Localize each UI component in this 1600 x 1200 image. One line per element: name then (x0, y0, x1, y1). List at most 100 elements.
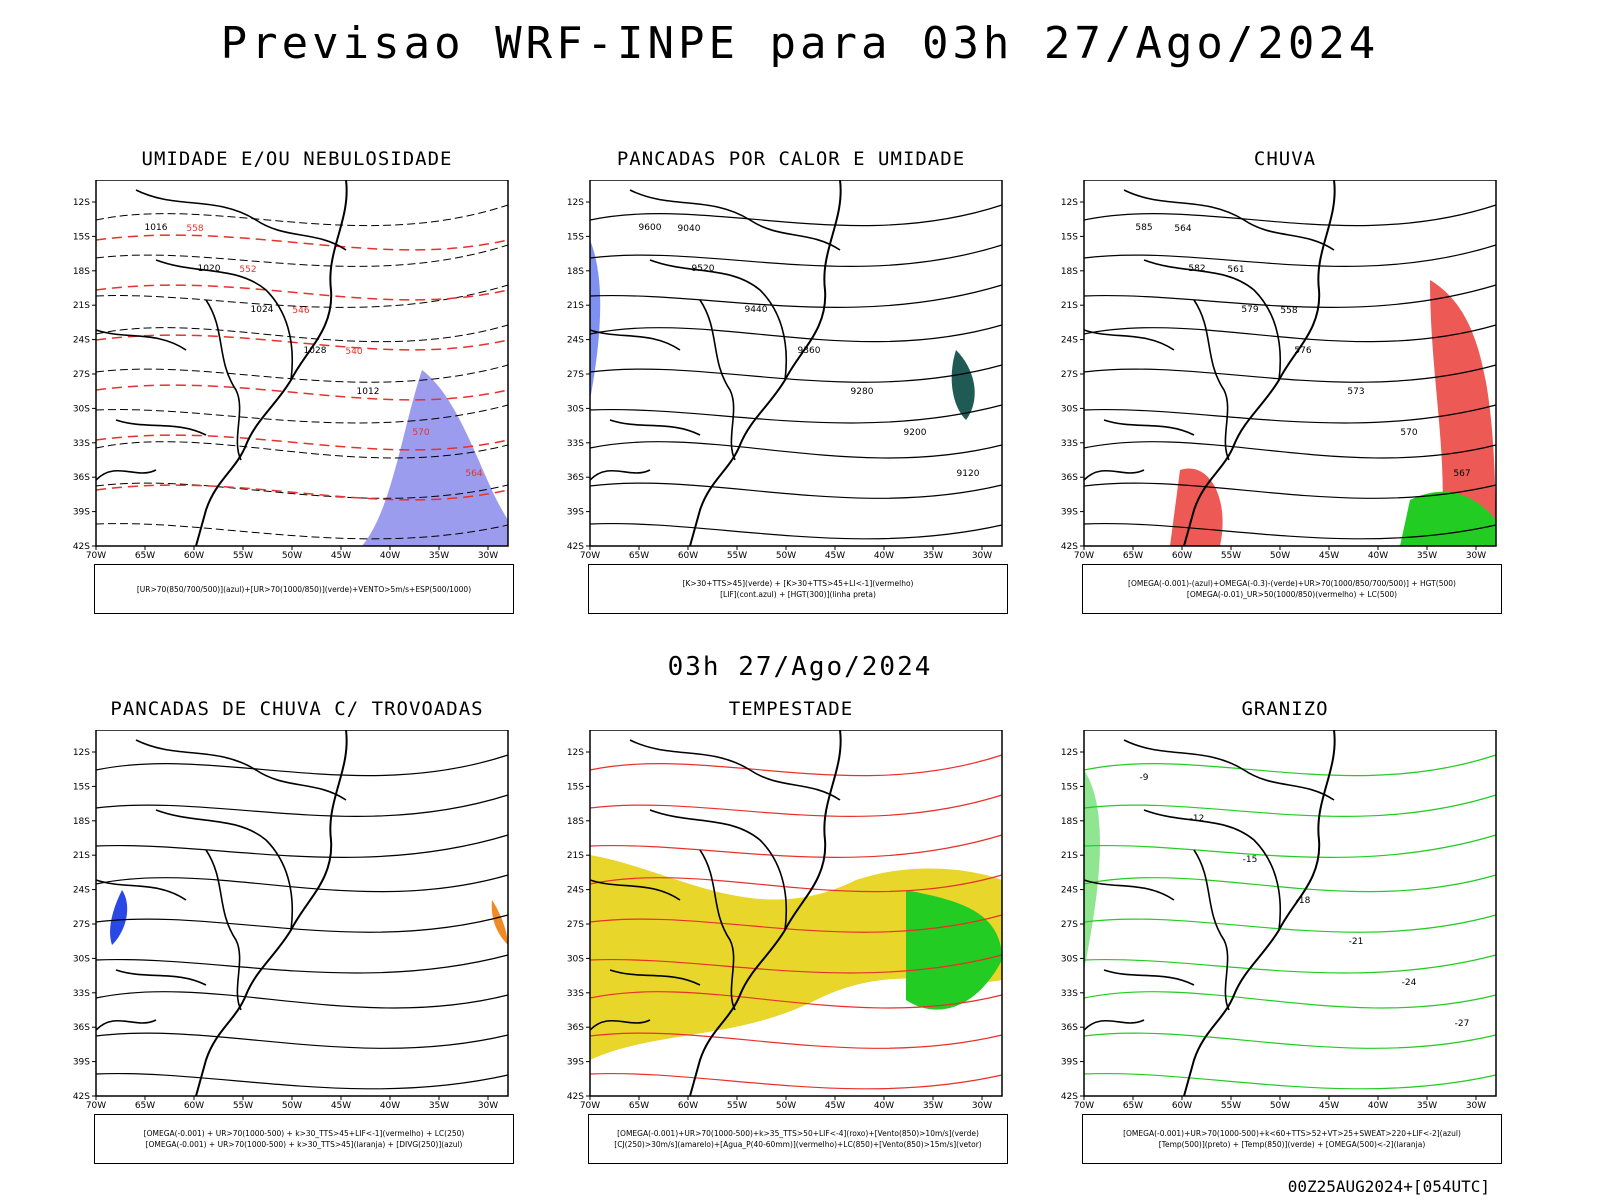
lat-tick-label: 27S (73, 920, 90, 930)
isoline (95, 954, 509, 974)
state-border (1123, 739, 1335, 801)
state-border (609, 419, 701, 436)
lon-tick-label: 70W (86, 551, 106, 560)
lat-tick-label: 30S (1061, 404, 1078, 414)
lon-tick-label: 45W (1319, 551, 1339, 560)
contour-label: 1012 (357, 387, 380, 397)
isoline (95, 1072, 509, 1090)
lon-tick-label: 70W (86, 1101, 106, 1110)
panel-legend: [OMEGA(-0.001)-(azul)+OMEGA(-0.3)-(verde… (1082, 564, 1502, 614)
panel-legend: [OMEGA(-0.001)+UR>70(1000-500)+k>35_TTS>… (588, 1114, 1008, 1164)
lon-tick-label: 65W (135, 551, 155, 560)
temp850-shading (1084, 770, 1100, 970)
state-border (1083, 1019, 1145, 1031)
lon-tick-label: 30W (478, 1101, 498, 1110)
state-border (629, 739, 841, 801)
isoline (1083, 754, 1497, 777)
instability-shading (491, 900, 508, 945)
lat-tick-label: 24S (1061, 336, 1078, 346)
contour-label: -12 (1190, 814, 1205, 824)
lon-tick-label: 45W (331, 551, 351, 560)
lon-tick-label: 40W (1368, 551, 1388, 560)
contour-label: 9600 (639, 223, 662, 233)
state-border (649, 259, 788, 381)
panel-title: TEMPESTADE (728, 698, 854, 720)
isoline (95, 794, 509, 817)
isoline (1083, 364, 1497, 383)
rain-green-shading (1400, 491, 1496, 546)
state-border (699, 299, 736, 461)
lat-tick-label: 24S (73, 886, 90, 896)
lon-tick-label: 65W (629, 1101, 649, 1110)
isoline (589, 364, 1003, 383)
lat-tick-label: 27S (1061, 370, 1078, 380)
lon-tick-label: 50W (1270, 551, 1290, 560)
state-border (115, 969, 207, 986)
lon-tick-label: 35W (429, 551, 449, 560)
state-border (115, 419, 207, 436)
isoline (1083, 1072, 1497, 1090)
lat-tick-label: 24S (1061, 886, 1078, 896)
footer-timestamp: 00Z25AUG2024+[054UTC] (1287, 1177, 1490, 1196)
lon-tick-label: 30W (972, 1101, 992, 1110)
lat-tick-label: 39S (1061, 1058, 1078, 1068)
panel-chuva: CHUVA 12S 15S 18S 21S 24S 27S 30S 33S 36S 39S 42S 7… (1050, 148, 1520, 628)
lat-tick-label: 27S (567, 370, 584, 380)
isoline (1083, 204, 1497, 227)
isoline (1083, 914, 1497, 933)
state-border (1193, 299, 1230, 461)
lon-tick-label: 70W (1074, 1101, 1094, 1110)
lat-tick-label: 33S (73, 989, 90, 999)
mid-title: 03h 27/Ago/2024 (667, 652, 933, 682)
contour-label: 558 (186, 224, 203, 234)
panel-title: PANCADAS POR CALOR E UMIDADE (616, 148, 966, 170)
isoline (95, 914, 509, 933)
lon-tick-label: 30W (1466, 1101, 1486, 1110)
lon-tick-label: 55W (233, 551, 253, 560)
lon-tick-label: 65W (1123, 551, 1143, 560)
lon-tick-label: 55W (233, 1101, 253, 1110)
lat-tick-label: 24S (567, 336, 584, 346)
isoline (589, 522, 1003, 540)
isoline (589, 794, 1003, 817)
contour-label: -27 (1455, 1019, 1470, 1029)
legend-line: [OMEGA(-0.001)-(azul)+OMEGA(-0.3)-(verde… (1128, 579, 1456, 588)
isoline (589, 284, 1003, 308)
isoline (589, 754, 1003, 777)
contour-label: 570 (412, 428, 429, 438)
state-border (1143, 259, 1282, 381)
lat-tick-label: 36S (1061, 1023, 1078, 1033)
lat-tick-label: 39S (73, 508, 90, 518)
isoline (1083, 794, 1497, 817)
lon-tick-label: 60W (184, 1101, 204, 1110)
lat-tick-label: 18S (567, 817, 584, 827)
lon-tick-label: 30W (1466, 551, 1486, 560)
lat-tick-label: 18S (73, 267, 90, 277)
contour-label: 1028 (304, 346, 327, 356)
panel-title: UMIDADE E/OU NEBULOSIDADE (141, 148, 453, 170)
lon-tick-label: 65W (135, 1101, 155, 1110)
state-border (1083, 879, 1175, 901)
lon-tick-label: 50W (282, 551, 302, 560)
contour-label: 582 (1188, 264, 1205, 274)
lat-tick-label: 21S (73, 301, 90, 311)
state-border (589, 469, 651, 481)
lat-tick-label: 42S (73, 542, 90, 552)
isoline (95, 404, 509, 424)
state-border (629, 189, 841, 251)
isoline (589, 482, 1003, 499)
panel-title: PANCADAS DE CHUVA C/ TROVOADAS (110, 698, 484, 720)
contour-label: 585 (1135, 223, 1152, 233)
lat-tick-label: 36S (73, 473, 90, 483)
panel-legend: [OMEGA(-0.001) + UR>70(1000-500) + k>30_… (94, 1114, 514, 1164)
lon-tick-label: 50W (776, 551, 796, 560)
panel-legend: [K>30+TTS>45](verde) + [K>30+TTS>45+LI<-… (588, 564, 1008, 614)
lif-shading (590, 240, 601, 400)
lat-tick-label: 12S (567, 748, 584, 758)
state-border (589, 1019, 651, 1031)
lon-tick-label: 30W (478, 551, 498, 560)
